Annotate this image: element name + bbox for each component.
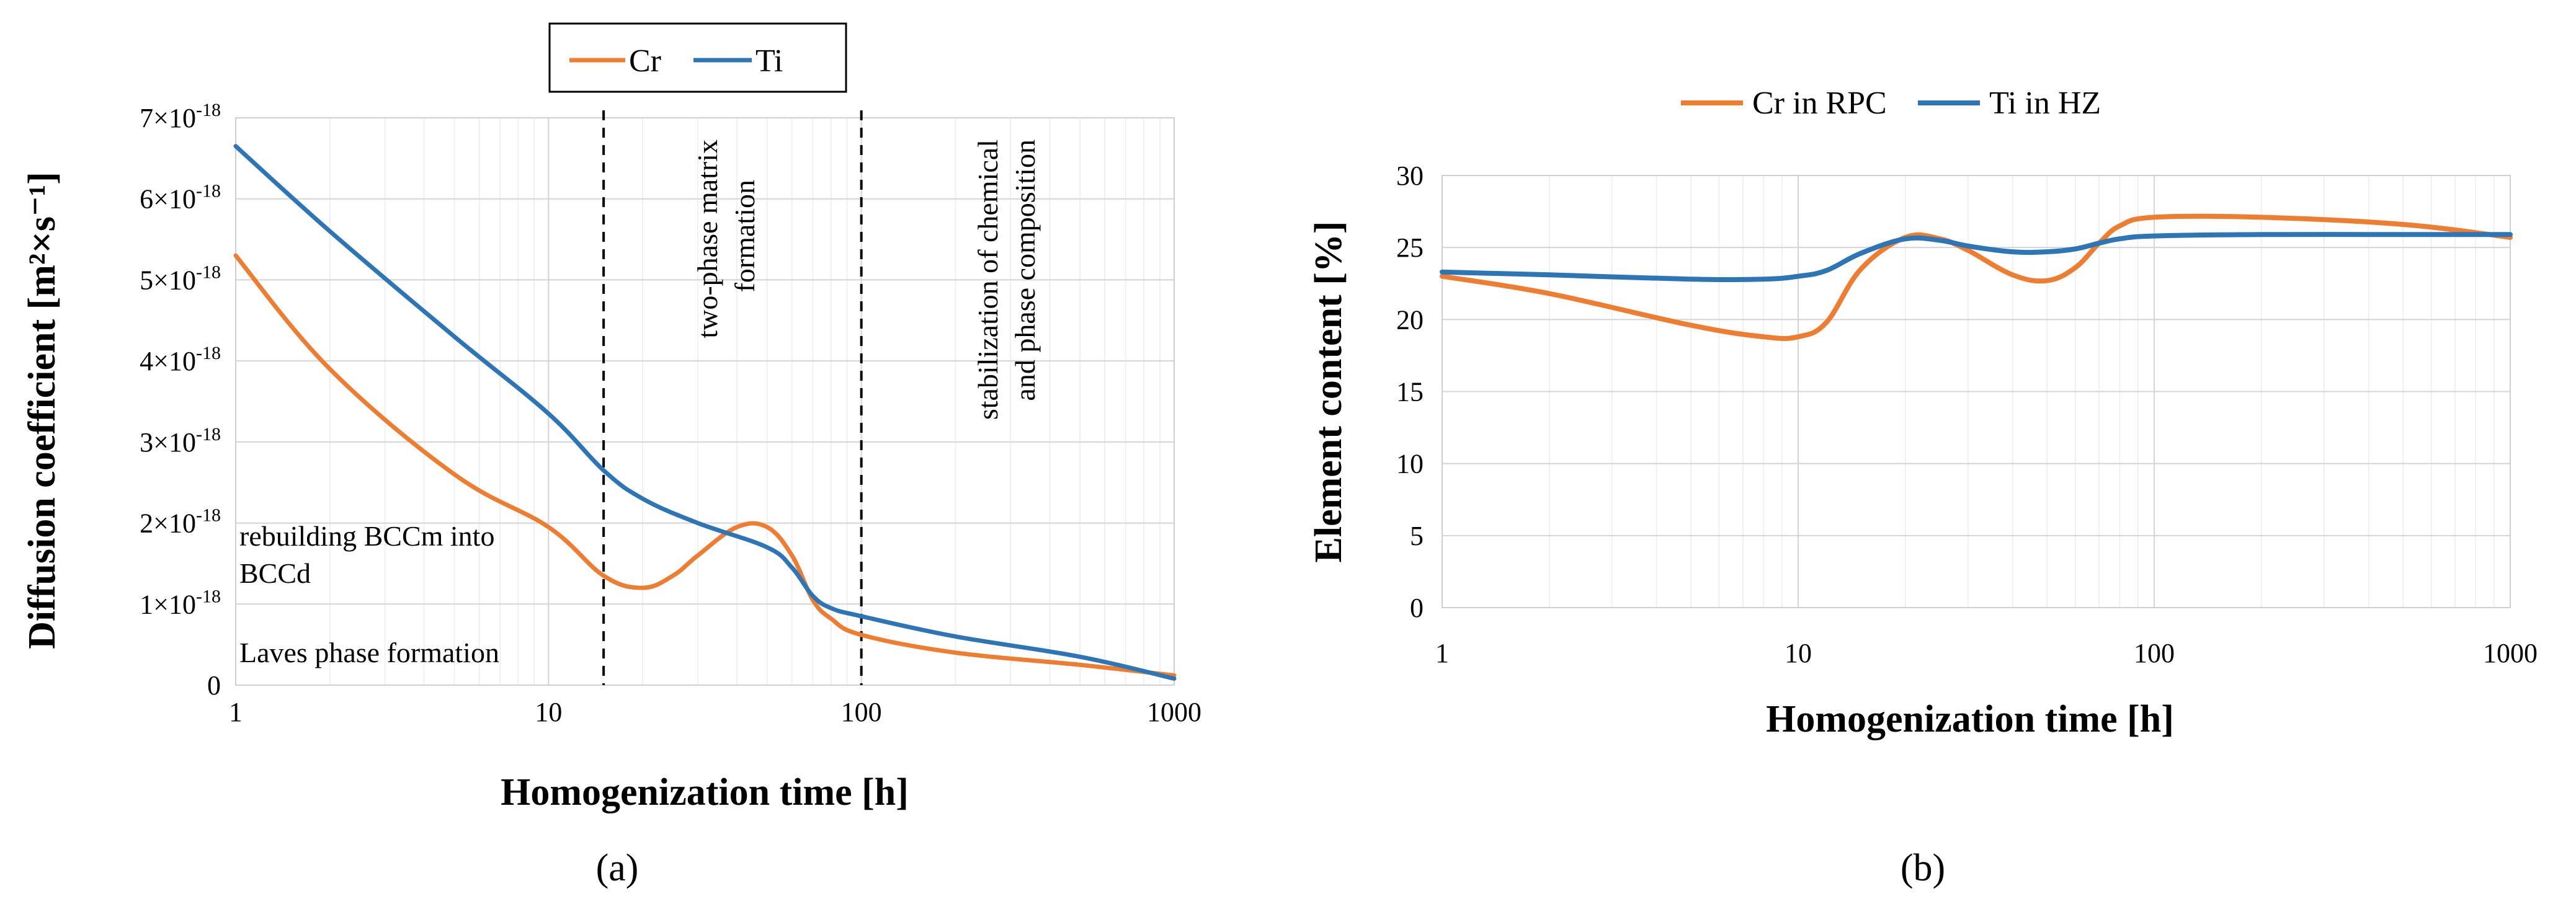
b-x-tick-1000: 1000 [2483,638,2538,668]
a-plot-frame [235,117,1175,686]
a-phase-boundaries [602,110,863,685]
a-y-axis-title: Diffusion coefficient [m²×s⁻¹] [21,172,63,649]
a-y-tick-labels: 0 1×10-18 2×10-18 3×10-18 4×10-18 5×10-18 6×10… [140,100,221,701]
a-y-tick-3: 3×10-18 [140,424,221,458]
a-legend-label-ti: Ti [755,43,783,79]
a-legend-label-cr: Cr [629,43,661,79]
a-annotation-two-phase-line1: two-phase matrix [692,140,723,339]
b-y-axis-title: Element content [%] [1308,221,1350,563]
a-x-tick-1: 1 [229,697,243,727]
a-y-tick-2: 2×10-18 [140,505,221,539]
a-annotation-rebuilding-line2: BCCd [239,557,311,589]
a-y-tick-4: 4×10-18 [140,343,221,376]
a-annotation-laves: Laves phase formation [239,637,499,668]
b-legend-label-cr: Cr in RPC [1752,86,1887,121]
a-annotation-rebuilding-line1: rebuilding BCCm into [239,520,494,552]
b-y-tick-6: 30 [1396,161,1424,191]
a-annotation-stabilization-line1: stabilization of chemical [972,140,1004,420]
a-series-cr [233,253,1177,678]
a-legend: Cr Ti [548,22,847,93]
b-plot-frame [1442,175,2511,608]
a-panel-label: (a) [596,847,639,889]
b-series-cr-in-rpc [1440,213,2513,342]
b-x-tick-100: 100 [2134,638,2175,668]
b-y-tick-4: 20 [1396,304,1424,335]
a-series-lines [233,144,1177,681]
b-x-axis-title: Homogenization time [h] [1766,698,2174,740]
b-y-tick-3: 15 [1396,377,1424,407]
panel-a-chart: 0 1×10-18 2×10-18 3×10-18 4×10-18 5×10-18 6×10… [21,22,1201,889]
b-series-lines [1440,213,2513,342]
b-panel-label: (b) [1901,847,1945,889]
a-x-tick-labels: 1 10 100 1000 [229,697,1201,727]
a-y-tick-0: 0 [207,670,221,701]
a-legend-box [548,22,847,93]
a-y-tick-6: 6×10-18 [140,181,221,215]
a-annotation-stabilization-line2: and phase composition [1009,140,1041,401]
a-x-axis-title: Homogenization time [h] [501,771,909,813]
a-y-tick-7: 7×10-18 [140,100,221,133]
panel-b-chart: 0 5 10 15 20 25 30 1 10 100 1000 Cr in RPC Ti in … [1308,86,2538,889]
b-y-tick-0: 0 [1410,593,1424,623]
b-x-tick-labels: 1 10 100 1000 [1435,638,2538,668]
a-series-ti [233,144,1177,681]
a-y-tick-1: 1×10-18 [140,586,221,619]
a-x-tick-10: 10 [535,697,562,727]
a-x-tick-1000: 1000 [1147,697,1201,727]
b-legend-label-ti: Ti in HZ [1989,86,2101,121]
b-y-tick-2: 10 [1396,449,1424,479]
a-y-tick-5: 5×10-18 [140,262,221,295]
b-y-tick-5: 25 [1396,233,1424,263]
a-x-tick-100: 100 [841,697,882,727]
b-series-ti-in-hz [1440,232,2513,283]
b-y-tick-labels: 0 5 10 15 20 25 30 [1396,161,1424,623]
b-x-tick-1: 1 [1435,638,1449,668]
b-gridlines [1442,175,2511,608]
b-legend: Cr in RPC Ti in HZ [1681,86,2101,121]
b-x-tick-10: 10 [1785,638,1812,668]
a-annotation-two-phase-line2: formation [729,180,760,292]
b-y-tick-1: 5 [1410,521,1424,551]
